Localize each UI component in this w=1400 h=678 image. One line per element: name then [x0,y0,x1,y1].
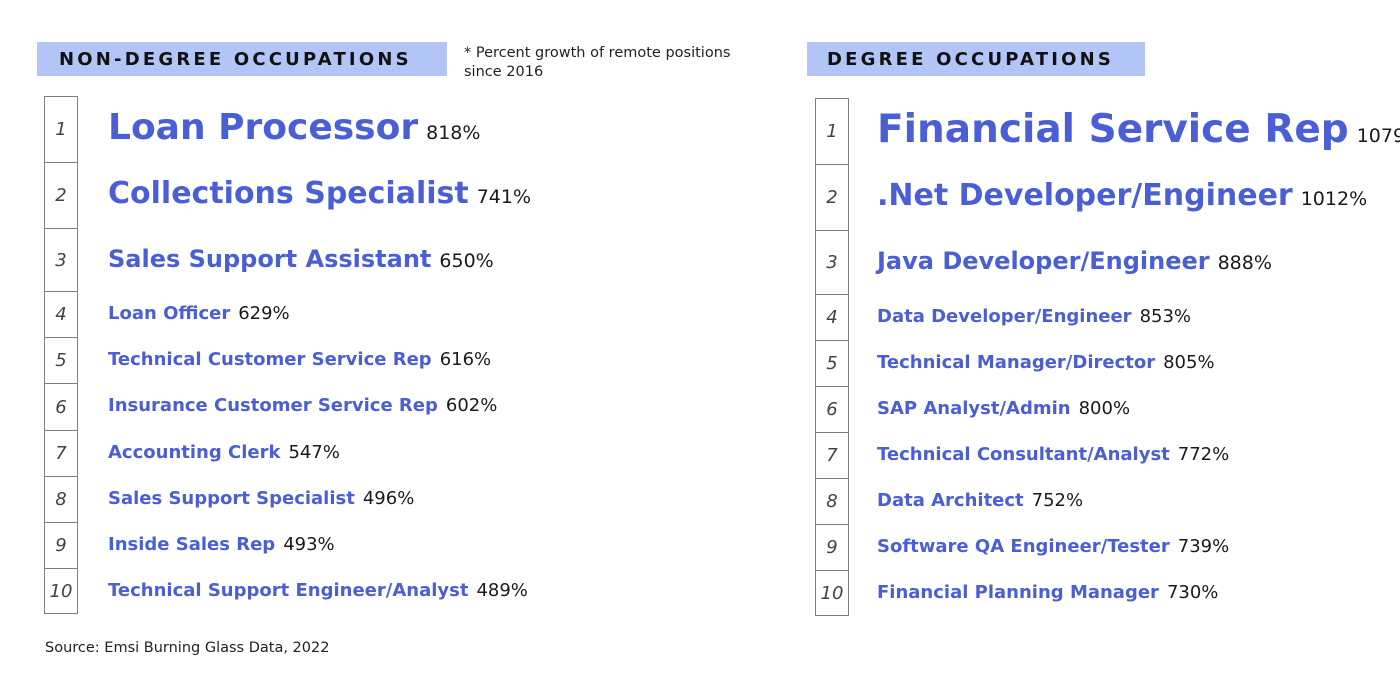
occupation-item: Technical Consultant/Analyst 772% [877,444,1229,465]
rank-number: 8 [45,476,77,522]
growth-value: 489% [476,579,528,601]
occupation-item: Data Developer/Engineer 853% [877,306,1191,327]
occupation-name: Data Developer/Engineer [877,305,1132,327]
rank-number: 4 [45,291,77,337]
rank-column: 1 2 3 4 5 6 7 8 9 10 [815,98,849,616]
occupation-name: Technical Manager/Director [877,351,1156,373]
occupation-name: Technical Support Engineer/Analyst [108,579,469,601]
occupation-name: Loan Processor [108,106,419,148]
occupation-item: Loan Officer 629% [108,303,290,324]
growth-value: 853% [1139,305,1192,327]
growth-value: 805% [1163,351,1215,373]
source-note: Source: Emsi Burning Glass Data, 2022 [45,640,330,656]
rank-number: 7 [45,430,77,476]
rank-number: 6 [45,383,77,430]
rank-number: 10 [816,570,848,616]
growth-value: 741% [476,186,532,209]
growth-value: 772% [1177,443,1230,465]
occupation-name: Technical Customer Service Rep [108,348,432,370]
occupation-item: Java Developer/Engineer 888% [877,247,1272,275]
rank-number: 3 [816,230,848,294]
growth-value: 818% [426,121,481,144]
occupation-name: Sales Support Specialist [108,487,355,509]
rank-number: 3 [45,228,77,291]
non-degree-header: NON-DEGREE OCCUPATIONS [37,42,447,76]
occupation-item: Data Architect 752% [877,490,1083,511]
rank-number: 5 [816,340,848,386]
rank-number: 2 [45,162,77,228]
occupation-name: SAP Analyst/Admin [877,397,1071,419]
occupation-item: Accounting Clerk 547% [108,442,340,463]
occupation-item: Collections Specialist 741% [108,176,531,211]
growth-value: 496% [362,487,415,509]
rank-number: 6 [816,386,848,432]
occupation-name: Data Architect [877,489,1024,511]
occupation-name: Inside Sales Rep [108,533,276,555]
growth-value: 547% [288,441,340,463]
growth-footnote: * Percent growth of remote positions sin… [464,44,764,82]
growth-value: 730% [1166,581,1219,603]
degree-header: DEGREE OCCUPATIONS [807,42,1145,76]
occupation-item: Inside Sales Rep 493% [108,534,335,555]
occupation-item: Loan Processor 818% [108,107,480,148]
rank-number: 2 [816,164,848,230]
occupation-item: Technical Manager/Director 805% [877,352,1215,373]
rank-column: 1 2 3 4 5 6 7 8 9 10 [44,96,78,614]
rank-number: 1 [55,118,67,140]
occupation-item: Insurance Customer Service Rep 602% [108,395,497,416]
occupation-name: Technical Consultant/Analyst [877,443,1170,465]
growth-value: 1012% [1300,188,1368,211]
occupation-item: Financial Service Rep 1079% [877,107,1400,152]
growth-value: 650% [439,249,494,272]
occupation-name: Financial Planning Manager [877,581,1159,603]
occupation-name: Loan Officer [108,302,231,324]
rank-number: 9 [45,522,77,568]
occupation-name: Financial Service Rep [877,106,1349,152]
occupation-item: Software QA Engineer/Tester 739% [877,536,1229,557]
occupation-item: SAP Analyst/Admin 800% [877,398,1130,419]
growth-value: 1079% [1356,124,1400,147]
occupation-item: Technical Customer Service Rep 616% [108,349,491,370]
rank-number: 1 [826,120,838,142]
occupation-name: Software QA Engineer/Tester [877,535,1170,557]
rank-number: 5 [45,337,77,383]
occupation-name: Accounting Clerk [108,441,281,463]
growth-value: 800% [1078,397,1131,419]
footnote-line-2: since 2016 [464,64,544,80]
rank-number: 7 [816,432,848,478]
rank-number: 4 [816,294,848,340]
occupation-name: Sales Support Assistant [108,244,432,273]
occupation-item: Technical Support Engineer/Analyst 489% [108,580,528,601]
growth-value: 616% [439,348,492,370]
growth-value: 629% [238,302,290,324]
occupation-item: Sales Support Assistant 650% [108,245,494,273]
growth-value: 602% [445,395,498,417]
growth-value: 493% [283,533,335,555]
occupation-item: Sales Support Specialist 496% [108,488,414,509]
growth-value: 888% [1217,252,1272,275]
occupation-name: Collections Specialist [108,176,469,212]
rank-number: 8 [816,478,848,524]
occupation-name: .Net Developer/Engineer [877,178,1293,214]
rank-number: 10 [45,568,77,614]
occupation-item: .Net Developer/Engineer 1012% [877,178,1367,213]
footnote-line-1: * Percent growth of remote positions [464,45,731,61]
rank-number: 9 [816,524,848,570]
growth-value: 739% [1177,535,1230,557]
occupation-name: Java Developer/Engineer [877,247,1210,276]
occupation-name: Insurance Customer Service Rep [108,395,438,417]
growth-value: 752% [1031,489,1084,511]
occupation-item: Financial Planning Manager 730% [877,582,1218,603]
